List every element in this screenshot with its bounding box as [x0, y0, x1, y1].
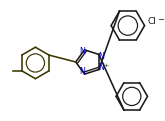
Text: −: − [157, 15, 164, 24]
Text: N: N [98, 63, 104, 72]
Text: N: N [79, 47, 85, 56]
Text: Cl: Cl [148, 17, 156, 26]
Text: +: + [103, 63, 108, 68]
Text: N: N [98, 52, 104, 61]
Text: N: N [79, 67, 85, 76]
